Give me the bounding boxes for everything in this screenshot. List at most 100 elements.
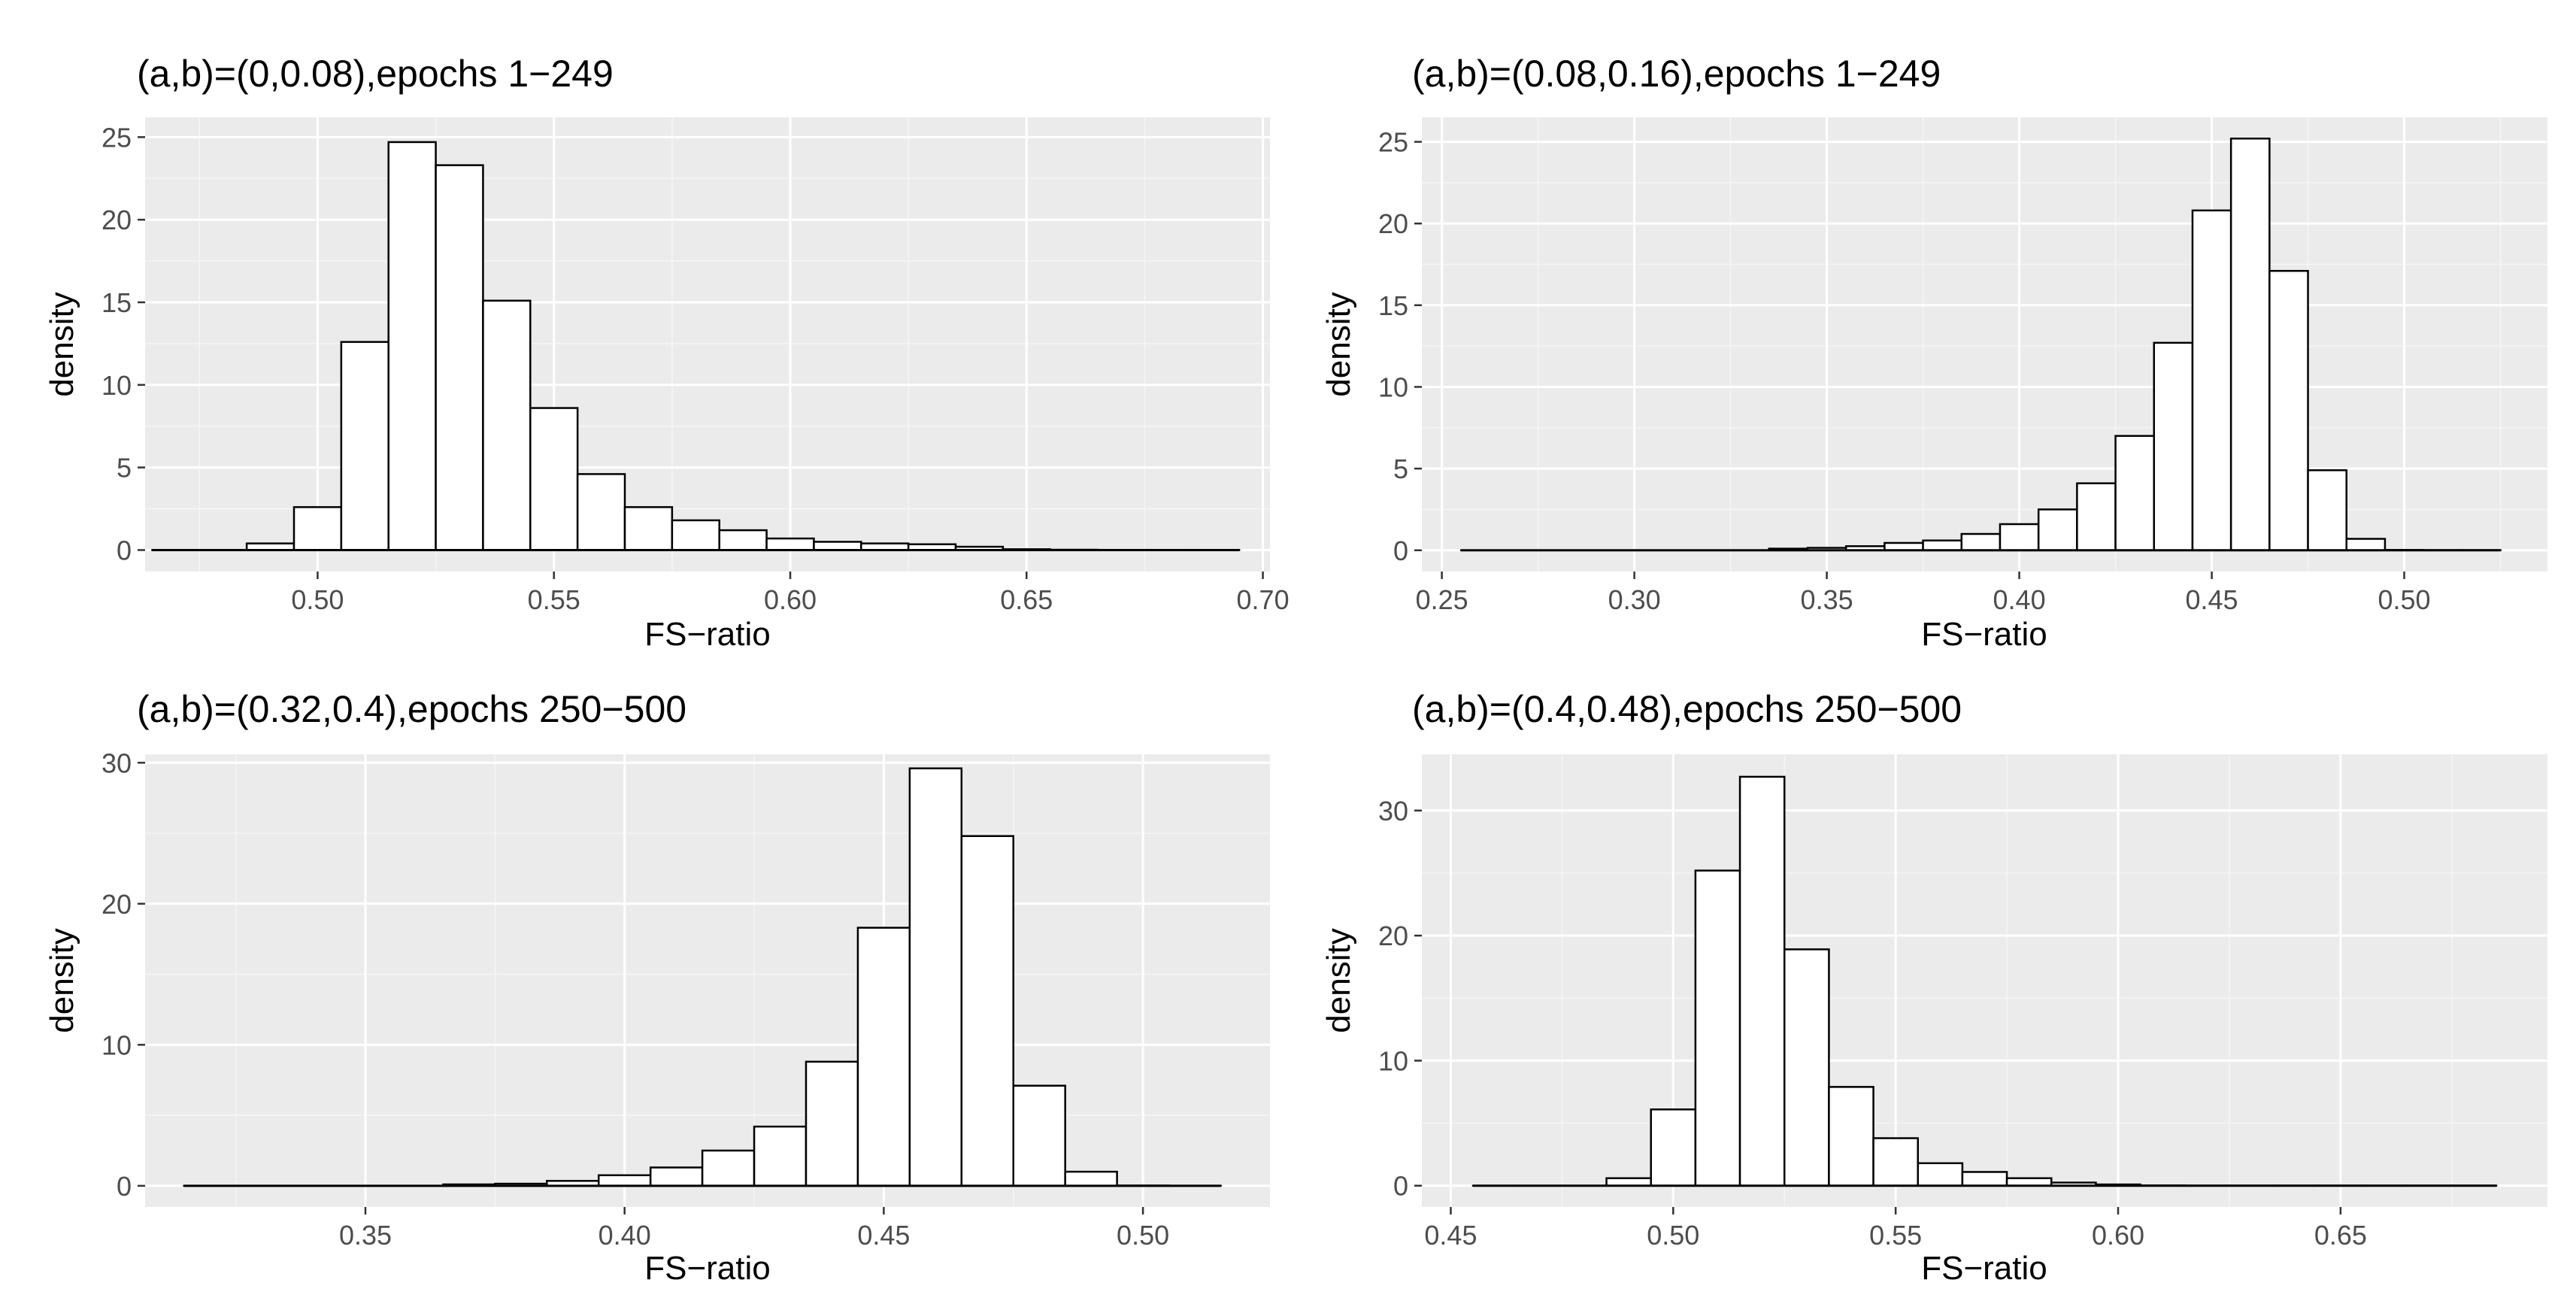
panel-4-x-axis-label: FS−ratio (1921, 1250, 2047, 1287)
panel-2-y-tick-label: 20 (1378, 208, 1408, 239)
panel-4-x-tick-label: 0.65 (2314, 1220, 2367, 1251)
panel-2-y-ticks: 0 5 10 15 20 25 (1378, 127, 1422, 566)
panel-4-y-tick-label: 20 (1378, 920, 1408, 951)
panel-1-histogram-bar (529, 407, 579, 551)
panel-2-y-tick-label: 10 (1378, 371, 1408, 402)
panel-2-histogram-bar (2229, 137, 2271, 552)
panel-3-histogram-bar (1012, 1084, 1066, 1187)
panel-2-x-tick-label: 0.30 (1608, 584, 1661, 615)
panel-1-histogram-bar (435, 164, 484, 551)
panel-2-histogram-bar (1999, 523, 2040, 552)
panel-2-y-tick-label: 15 (1378, 290, 1408, 321)
panel-2-histogram-bar (2114, 435, 2156, 552)
panel-3-histogram-bar (960, 835, 1014, 1187)
panel-4-histogram-bar (1872, 1137, 1919, 1187)
panel-3-y-tick-label: 0 (117, 1171, 132, 1202)
panel-1-histogram-bar (671, 519, 720, 551)
panel-4-y-tick-label: 30 (1378, 796, 1408, 826)
panel-3-histogram-bar (805, 1060, 859, 1187)
panel-3-histogram-bar (649, 1166, 704, 1187)
panel-3-histogram-bar (908, 767, 963, 1187)
panel-4-plot-background (1422, 754, 2547, 1207)
panel-2-bars (1459, 137, 2502, 552)
panel-3-x-tick-label: 0.45 (857, 1220, 910, 1251)
panel-2-x-tick-label: 0.35 (1801, 584, 1853, 615)
panel-1-histogram-bar (765, 537, 815, 551)
panel-3-histogram-bar (701, 1149, 756, 1187)
panel-2-title: (a,b)=(0.08,0.16),epochs 1−249 (1412, 53, 1941, 95)
panel-4-title: (a,b)=(0.4,0.48),epochs 250−500 (1412, 688, 1962, 730)
panel-3-x-ticks: 0.35 0.40 0.45 0.50 (339, 1207, 1169, 1251)
panel-1-x-tick-label: 0.65 (1000, 584, 1053, 615)
panel-2-histogram-bar (2153, 341, 2194, 552)
panel-4-y-tick-label: 10 (1378, 1045, 1408, 1076)
panel-2-x-axis-label: FS−ratio (1921, 616, 2047, 653)
panel-2-histogram-bar (2076, 482, 2117, 552)
panel-1-y-tick-label: 0 (117, 535, 132, 566)
panel-3-title: (a,b)=(0.32,0.4),epochs 250−500 (137, 688, 686, 730)
panel-4-x-ticks: 0.45 0.50 0.55 0.60 0.65 (1424, 1207, 2367, 1251)
panel-4-histogram-bar (1694, 869, 1741, 1187)
panel-4-x-tick-label: 0.55 (1869, 1220, 1922, 1251)
panel-2-histogram-bar (1960, 532, 2002, 552)
panel-1-y-tick-label: 15 (102, 287, 132, 318)
panel-1-y-tick-label: 20 (102, 205, 132, 235)
panel-2-histogram-bar (1922, 539, 1963, 552)
panel-3-histogram-bar (597, 1174, 652, 1187)
panel-1-x-tick-label: 0.60 (764, 584, 817, 615)
panel-3-bars (183, 767, 1222, 1187)
panel-1-y-tick-label: 5 (117, 453, 132, 484)
panel-2-histogram-bar (2037, 508, 2078, 552)
panel-1-histogram-bar (340, 341, 389, 551)
panel-1-y-tick-label: 25 (102, 122, 132, 153)
panel-1-x-tick-label: 0.70 (1237, 584, 1290, 615)
panel-4-x-tick-label: 0.45 (1424, 1220, 1477, 1251)
panel-1-x-axis-label: FS−ratio (644, 616, 771, 653)
panel-1-y-axis-label: density (44, 292, 80, 396)
panel-2-plot-background (1422, 117, 2547, 572)
panel-4: (a,b)=(0.4,0.48),epochs 250−500 0102030 … (1320, 688, 2547, 1287)
panel-1-histogram-bar (623, 506, 674, 551)
panel-4-y-axis-label: density (1320, 928, 1357, 1033)
panel-1-x-ticks: 0.50 0.55 0.60 0.65 0.70 (291, 572, 1290, 615)
panel-1-histogram-bar (292, 506, 343, 551)
panel-4-histogram-bar (1917, 1162, 1964, 1187)
panel-2-x-tick-label: 0.40 (1993, 584, 2046, 615)
panel-1-bars (151, 141, 1241, 551)
panel-1-x-tick-label: 0.55 (528, 584, 580, 615)
panel-3-x-tick-label: 0.35 (339, 1220, 392, 1251)
panel-4-histogram-bar (1961, 1171, 2008, 1187)
panel-2: (a,b)=(0.08,0.16),epochs 1−249 0 5 10 15 20 2… (1320, 53, 2547, 653)
panel-1-x-tick-label: 0.50 (291, 584, 344, 615)
panel-4-y-tick-label: 0 (1393, 1171, 1408, 1202)
panel-3-x-axis-label: FS−ratio (644, 1250, 771, 1287)
panel-4-histogram-bar (1738, 775, 1786, 1187)
panel-4-x-tick-label: 0.50 (1647, 1220, 1699, 1251)
panel-1-histogram-bar (482, 299, 532, 551)
panel-3-histogram-bar (856, 926, 911, 1187)
panel-4-histogram-bar (1650, 1108, 1697, 1187)
panel-3-y-axis-label: density (44, 928, 80, 1033)
panel-3-x-tick-label: 0.40 (599, 1220, 651, 1251)
panel-3-y-tick-label: 30 (102, 747, 132, 778)
panel-1-y-ticks: 0 5 10 15 20 25 (102, 122, 145, 566)
panel-1-y-tick-label: 10 (102, 370, 132, 401)
panel-1-title: (a,b)=(0,0.08),epochs 1−249 (137, 53, 614, 95)
panel-3-y-tick-label: 10 (102, 1029, 132, 1060)
panel-2-x-ticks: 0.25 0.30 0.35 0.40 0.45 0.50 (1416, 572, 2431, 615)
panel-1-plot-background (145, 117, 1270, 572)
panel-2-histogram-bar (2268, 269, 2309, 552)
panel-2-histogram-bar (2345, 538, 2387, 552)
panel-3-x-tick-label: 0.50 (1117, 1220, 1169, 1251)
panel-2-histogram-bar (2307, 469, 2348, 552)
panel-3-y-ticks: 0 10 20 30 (102, 747, 145, 1202)
panel-2-x-tick-label: 0.50 (2378, 584, 2431, 615)
panel-3-histogram-bar (753, 1125, 808, 1187)
panel-3-histogram-bar (1064, 1170, 1118, 1187)
panel-2-y-tick-label: 0 (1393, 535, 1408, 566)
panel-4-histogram-bar (1783, 948, 1830, 1187)
panel-1-histogram-bar (576, 473, 626, 551)
panel-4-x-tick-label: 0.60 (2092, 1220, 2144, 1251)
panel-3: (a,b)=(0.32,0.4),epochs 250−500 0102030 … (44, 688, 1270, 1287)
